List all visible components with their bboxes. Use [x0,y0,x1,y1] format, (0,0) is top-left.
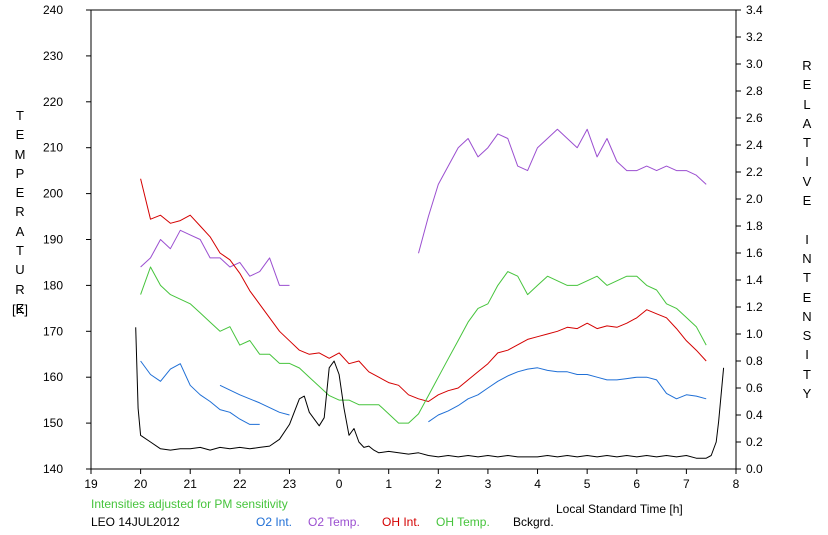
y-right-tick-label: 0.8 [746,354,763,368]
legend-bckgrd: Bckgrd. [513,515,554,529]
y-right-tick-label: 2.4 [746,138,763,152]
legend-o2-temp: O2 Temp. [308,515,360,529]
x-tick-label: 19 [84,477,98,491]
x-tick-label: 7 [683,477,690,491]
x-tick-label: 3 [485,477,492,491]
y-right-tick-label: 0.0 [746,462,763,476]
series-line-oh-temp [140,266,707,424]
series-line-o2-int [140,360,260,425]
sensitivity-note: Intensities adjusted for PM sensitivity [91,497,288,511]
legend-oh-int: OH Int. [382,515,421,529]
y-left-tick-label: 200 [43,187,63,201]
y-axis-unit-left: [K] [12,302,28,317]
x-tick-label: 1 [385,477,392,491]
y-left-tick-label: 160 [43,370,63,384]
y-left-tick-label: 180 [43,278,63,292]
x-tick-label: 6 [633,477,640,491]
y-left-tick-label: 140 [43,462,63,476]
y-right-tick-label: 1.6 [746,246,763,260]
series-line-bckgrd [135,327,725,459]
y-right-tick-label: 2.8 [746,84,763,98]
y-right-tick-label: 3.0 [746,57,763,71]
series-line-oh-int [140,178,707,402]
y-right-tick-label: 1.8 [746,219,763,233]
x-axis-label: Local Standard Time [h] [556,502,683,516]
series-line-o2-int [428,367,707,423]
y-left-tick-label: 240 [43,3,63,17]
series-line-o2-int [219,384,290,416]
legend-oh-temp: OH Temp. [436,515,490,529]
x-tick-label: 20 [134,477,148,491]
y-right-tick-label: 1.4 [746,273,763,287]
y-left-tick-label: 220 [43,95,63,109]
y-left-tick-label: 210 [43,141,63,155]
series-layer [135,128,725,459]
y-right-tick-label: 3.2 [746,30,763,44]
y-axis-label-right: R E L A T I V E I N T E N S I T Y [802,58,812,402]
x-tick-label: 5 [584,477,591,491]
plot-frame [90,9,737,470]
y-right-tick-label: 2.0 [746,192,763,206]
y-right-tick-label: 1.0 [746,327,763,341]
y-left-tick-label: 230 [43,49,63,63]
y-right-tick-label: 1.2 [746,300,763,314]
x-tick-label: 2 [435,477,442,491]
x-tick-label: 4 [534,477,541,491]
y-right-tick-label: 3.4 [746,3,763,17]
y-left-tick-label: 190 [43,233,63,247]
y-left-tick-label: 170 [43,324,63,338]
station-label: LEO 14JUL2012 [91,515,180,529]
y-right-tick-label: 0.4 [746,408,763,422]
x-tick-label: 8 [733,477,740,491]
y-right-tick-label: 0.6 [746,381,763,395]
y-right-tick-label: 0.2 [746,435,763,449]
axes-layer: 1401501601701801902002102202302400.00.20… [43,3,763,491]
series-line-o2-temp [418,128,707,254]
y-right-tick-label: 2.6 [746,111,763,125]
y-right-tick-label: 2.2 [746,165,763,179]
x-tick-label: 23 [283,477,297,491]
series-line-o2-temp [140,229,290,286]
y-left-tick-label: 150 [43,416,63,430]
x-tick-label: 21 [184,477,198,491]
y-axis-label-left: T E M P E R A T U R E [14,108,26,316]
x-tick-label: 0 [336,477,343,491]
x-tick-label: 22 [233,477,247,491]
legend-o2-int: O2 Int. [256,515,293,529]
